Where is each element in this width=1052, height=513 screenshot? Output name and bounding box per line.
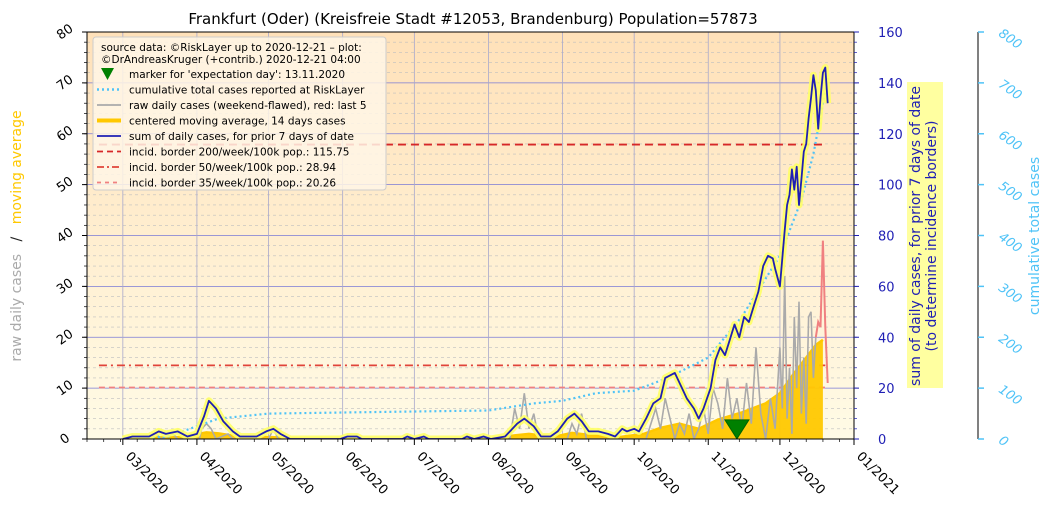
left-tick-label: 50 xyxy=(54,174,76,196)
right-axis-label-bg xyxy=(907,82,943,388)
raw-daily-cases-line xyxy=(132,276,817,439)
expectation-day-marker xyxy=(724,419,750,439)
legend-entry-label: incid. border 35/week/100k pop.: 20.26 xyxy=(129,178,336,190)
right-tick-label: 60 xyxy=(878,280,895,295)
far-right-tick-label: 800 xyxy=(995,26,1024,53)
left-tick-label: 0 xyxy=(58,431,73,448)
x-tick-label: 01/2021 xyxy=(853,449,902,498)
far-right-tick-label: 300 xyxy=(995,281,1024,308)
right-tick-label: 20 xyxy=(878,382,895,397)
raw-daily-cases-last5-line xyxy=(814,240,829,384)
x-tick-label: 04/2020 xyxy=(196,449,245,498)
cumulative-cases-line xyxy=(122,77,829,439)
legend-entry-label: sum of daily cases, for prior 7 days of … xyxy=(129,131,354,143)
moving-average-line xyxy=(122,338,824,439)
far-right-axis-label: cumulative total cases xyxy=(1027,157,1043,315)
x-tick-label: 12/2020 xyxy=(779,449,828,498)
legend-entry-label: incid. border 50/week/100k pop.: 28.94 xyxy=(129,162,336,174)
left-tick-label: 20 xyxy=(54,327,76,349)
x-tick-label: 09/2020 xyxy=(562,449,611,498)
far-right-tick-label: 0 xyxy=(995,433,1010,450)
left-axis-label-raw: raw daily cases xyxy=(9,254,25,362)
left-tick-label: 70 xyxy=(54,72,76,94)
right-tick-label: 80 xyxy=(878,230,895,245)
legend-entry: incid. border 200/week/100k pop.: 115.75 xyxy=(97,147,349,159)
right-axis-label-line1: sum of daily cases, for prior 7 days of … xyxy=(908,86,924,386)
left-tick-label: 10 xyxy=(54,378,76,400)
legend-entry-label: incid. border 200/week/100k pop.: 115.75 xyxy=(129,147,349,159)
legend-entry-label: marker for 'expectation day': 13.11.2020 xyxy=(129,69,345,81)
x-tick-label: 08/2020 xyxy=(488,449,537,498)
left-axis-label-avg: moving average xyxy=(9,110,25,224)
right-axis-label-line2: (to determine incidence borders) xyxy=(924,121,940,352)
far-right-tick-label: 400 xyxy=(995,230,1024,257)
legend-source-line-1: source data: ©RiskLayer up to 2020-12-21… xyxy=(101,42,362,54)
right-tick-label: 120 xyxy=(878,128,903,143)
x-tick-label: 11/2020 xyxy=(707,449,756,498)
legend-entry: marker for 'expectation day': 13.11.2020 xyxy=(101,68,345,81)
legend-box xyxy=(92,36,387,191)
legend-entry-label: cumulative total cases reported at RiskL… xyxy=(129,85,365,97)
left-tick-label: 30 xyxy=(54,276,76,298)
far-right-tick-label: 600 xyxy=(995,128,1024,155)
x-tick-label: 06/2020 xyxy=(342,449,391,498)
x-tick-label: 07/2020 xyxy=(414,449,463,498)
left-tick-label: 60 xyxy=(54,123,76,145)
legend-source-line-2: ©DrAndreasKruger (+contrib.) 2020-12-21 … xyxy=(101,54,361,66)
series-layer xyxy=(121,64,832,439)
left-axis-label-sep: / xyxy=(9,236,25,241)
right-tick-label: 40 xyxy=(878,331,895,346)
legend: source data: ©RiskLayer up to 2020-12-21… xyxy=(92,36,387,191)
legend-entry: sum of daily cases, for prior 7 days of … xyxy=(97,131,354,143)
legend-entry: incid. border 50/week/100k pop.: 28.94 xyxy=(97,162,336,174)
legend-entry-label: raw daily cases (weekend-flawed), red: l… xyxy=(129,100,367,112)
far-right-tick-label: 700 xyxy=(995,77,1024,104)
x-tick-label: 05/2020 xyxy=(268,449,317,498)
right-tick-label: 100 xyxy=(878,179,903,194)
left-axis-label: raw daily cases / moving average xyxy=(9,110,25,361)
legend-entry: centered moving average, 14 days cases xyxy=(97,116,346,128)
legend-entry-label: centered moving average, 14 days cases xyxy=(129,116,346,128)
far-right-tick-label: 100 xyxy=(995,382,1024,409)
far-right-tick-label: 500 xyxy=(995,179,1024,206)
legend-swatch-triangle xyxy=(101,68,114,80)
sum7-line xyxy=(122,66,829,439)
far-right-tick-label: 200 xyxy=(995,332,1024,359)
right-tick-label: 0 xyxy=(878,433,886,448)
legend-entry: cumulative total cases reported at RiskL… xyxy=(97,85,365,97)
left-tick-label: 80 xyxy=(54,22,76,44)
right-tick-label: 160 xyxy=(878,26,903,41)
x-tick-label: 03/2020 xyxy=(122,449,171,498)
right-tick-label: 140 xyxy=(878,77,903,92)
legend-entry: incid. border 35/week/100k pop.: 20.26 xyxy=(97,178,336,190)
chart-title: Frankfurt (Oder) (Kreisfreie Stadt #1205… xyxy=(188,10,757,28)
x-tick-label: 10/2020 xyxy=(633,449,682,498)
legend-entry: raw daily cases (weekend-flawed), red: l… xyxy=(97,100,367,112)
moving-average-area xyxy=(122,339,823,439)
left-tick-label: 40 xyxy=(54,225,76,247)
